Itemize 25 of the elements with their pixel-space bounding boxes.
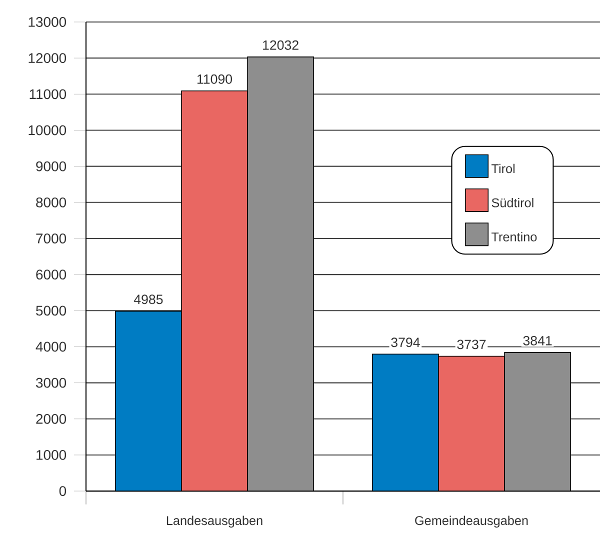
y-tick-label: 10000 [28,125,66,136]
legend-label: Tirol [492,164,515,174]
x-tick-label: Gemeindeausgaben [415,516,528,528]
y-tick-label: 13000 [28,17,66,27]
legend-label: Südtirol [492,198,534,208]
y-tick-label: 9000 [36,161,66,172]
y-tick-label: 8000 [36,197,66,208]
data-label: 4985 [134,294,163,304]
y-tick-label: 7000 [36,234,66,244]
y-tick-label: 4000 [36,342,66,352]
y-tick-label: 5000 [36,306,66,316]
data-label: 3737 [457,340,486,350]
legend-label: Trentino [492,232,537,242]
data-label: 3841 [523,336,552,346]
y-tick-label: 2000 [36,414,66,424]
y-tick-label: 6000 [36,270,66,280]
x-tick-label: Landesausgaben [166,516,262,528]
data-label: 3794 [391,338,420,348]
y-tick-label: 12000 [28,53,66,64]
data-label: 12032 [263,40,298,50]
y-tick-label: 0 [59,486,66,496]
data-label: 11090 [197,74,232,84]
y-tick-label: 3000 [36,378,66,388]
y-tick-label: 11000 [30,89,66,100]
y-tick-label: 1000 [36,450,66,460]
